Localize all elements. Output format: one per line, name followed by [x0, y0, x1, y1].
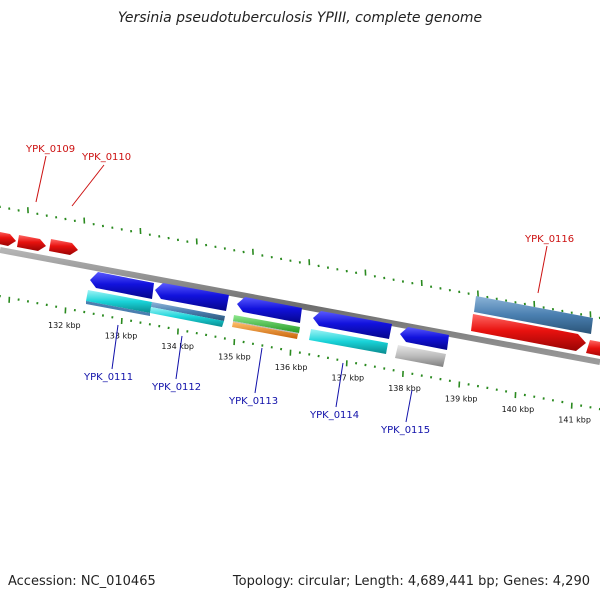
scale-label: 138 kbp — [388, 384, 421, 393]
gene-ypk0114-arrow[interactable] — [313, 311, 392, 339]
topology-summary: Topology: circular; Length: 4,689,441 bp… — [232, 574, 590, 589]
gene-ypk0113-arrow[interactable] — [237, 297, 302, 323]
scale-label: 136 kbp — [275, 363, 308, 372]
gene-ypk0115-arrow[interactable] — [400, 327, 449, 350]
gene-ypk0117-arrow[interactable] — [586, 340, 600, 358]
scale-label: 135 kbp — [218, 353, 251, 362]
scale-label: 132 kbp — [48, 321, 81, 330]
scale-label: 139 kbp — [445, 395, 478, 404]
genome-backbone — [0, 247, 600, 365]
scale-label: 140 kbp — [502, 405, 535, 414]
gene-ypk0112-steel[interactable] — [151, 302, 225, 321]
gene-labels: YPK_0109 YPK_0110 YPK_0116 YPK_0111 YPK_… — [25, 144, 574, 436]
gene-ypk0109b-arrow[interactable] — [17, 235, 46, 251]
gene-label-ypk0109[interactable]: YPK_0109 — [25, 144, 75, 155]
gene-ypk0110-arrow[interactable] — [49, 239, 78, 255]
gene-label-ypk0110[interactable]: YPK_0110 — [81, 152, 131, 163]
scale-label: 133 kbp — [105, 332, 138, 341]
gene-ypk0112-cyan[interactable] — [150, 307, 224, 327]
gene-label-ypk0115[interactable]: YPK_0115 — [380, 425, 430, 436]
scale-label: 134 kbp — [161, 342, 194, 351]
gene-ypk0115-gray[interactable] — [395, 345, 446, 367]
scale-label: 137 kbp — [332, 374, 365, 383]
gene-ypk0113-gray — [233, 321, 299, 334]
outer-tick-track — [0, 205, 600, 320]
gene-callouts — [35, 155, 548, 423]
gene-ypk0111-steel-line — [86, 301, 150, 316]
gene-ypk0109-arrow[interactable] — [0, 231, 16, 246]
gene-ypk0114-cyan[interactable] — [309, 329, 388, 354]
accession-text: Accession: NC_010465 — [8, 574, 156, 589]
gene-ypk0112-arrow[interactable] — [155, 283, 229, 311]
gene-ypk0113-green[interactable] — [233, 315, 300, 333]
map-title: Yersinia pseudotuberculosis YPIII, compl… — [117, 10, 483, 26]
gene-label-ypk0114[interactable]: YPK_0114 — [309, 410, 359, 421]
gene-label-ypk0112[interactable]: YPK_0112 — [151, 382, 201, 393]
gene-ypk0116-arrow[interactable] — [471, 314, 586, 351]
gene-label-ypk0116[interactable]: YPK_0116 — [524, 234, 574, 245]
gene-label-ypk0111[interactable]: YPK_0111 — [83, 372, 133, 383]
gene-ypk0116-steelblue[interactable] — [474, 296, 593, 334]
inner-tick-track — [0, 295, 600, 411]
gene-ypk0111-cyan[interactable] — [86, 290, 152, 313]
gene-ypk0113-orange[interactable] — [232, 322, 298, 339]
gene-label-ypk0113[interactable]: YPK_0113 — [228, 396, 278, 407]
gene-ypk0111-arrow[interactable] — [90, 272, 154, 299]
scale-label: 141 kbp — [558, 416, 591, 425]
reverse-strand — [86, 272, 449, 367]
scale-labels: 132 kbp 133 kbp 134 kbp 135 kbp 136 kbp 137 k… — [48, 321, 591, 425]
forward-strand — [0, 231, 600, 358]
